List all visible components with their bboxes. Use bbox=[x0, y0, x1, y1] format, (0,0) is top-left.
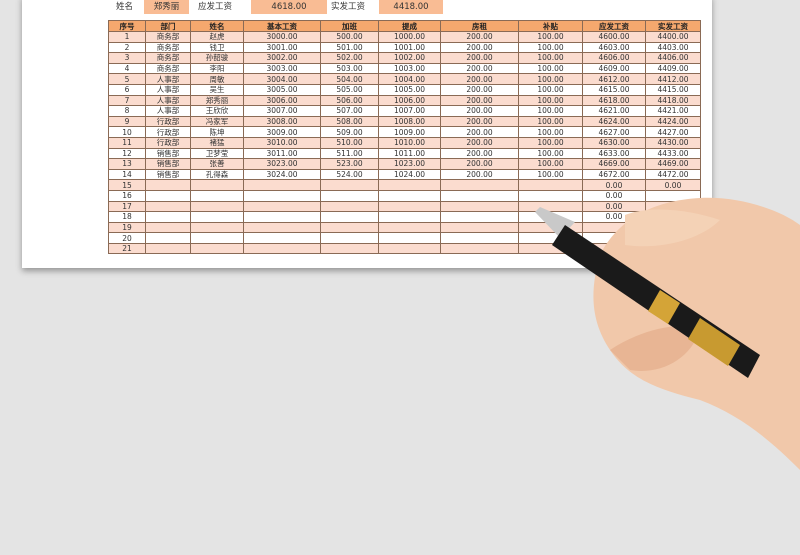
table-row: 16 0.00 bbox=[108, 189, 701, 202]
column-header[interactable]: 部门 bbox=[145, 20, 191, 32]
table-row: 14 销售部 孔得森 3024.00 524.00 1024.00 200.00 100.00… bbox=[108, 168, 701, 181]
net-label: 实发工资 bbox=[331, 2, 366, 12]
column-header[interactable]: 序号 bbox=[108, 20, 146, 32]
column-header[interactable]: 应发工资 bbox=[582, 20, 646, 32]
column-header[interactable]: 实发工资 bbox=[645, 20, 701, 32]
name-value[interactable]: 郑秀丽 bbox=[144, 0, 189, 14]
gross-label: 应发工资 bbox=[198, 2, 233, 12]
column-header[interactable]: 加班 bbox=[320, 20, 379, 32]
table-row: 2 商务部 钱卫 3001.00 501.00 1001.00 200.00 100.00 46… bbox=[108, 41, 701, 54]
table-row: 3 商务部 孙韶骏 3002.00 502.00 1002.00 200.00 100.00 4… bbox=[108, 52, 701, 64]
column-header[interactable]: 房租 bbox=[440, 20, 519, 32]
table-row: 7 人事部 郑秀丽 3006.00 506.00 1006.00 200.00 100.00 4… bbox=[108, 94, 701, 107]
salary-table: 序号 部门 姓名 基本工资 加班 提成 房租 补贴 应发工资 实发工资 1 商务部 赵虎 3000.00… bbox=[108, 20, 701, 255]
table-row: 10 行政部 陈坤 3009.00 509.00 1009.00 200.00 100.00 4… bbox=[108, 126, 701, 138]
table-row: 6 人事部 吴生 3005.00 505.00 1005.00 200.00 100.00 46… bbox=[108, 83, 701, 96]
name-label: 姓名 bbox=[116, 2, 134, 12]
net-value[interactable]: 4418.00 bbox=[379, 0, 443, 14]
table-row: 11 行政部 褚猛 3010.00 510.00 1010.00 200.00 100.00 4… bbox=[108, 136, 701, 149]
column-header[interactable]: 提成 bbox=[378, 20, 441, 32]
column-header[interactable]: 补贴 bbox=[518, 20, 583, 32]
header-row: 序号 部门 姓名 基本工资 加班 提成 房租 补贴 应发工资 实发工资 bbox=[108, 20, 701, 32]
table-row: 4 商务部 李阳 3003.00 503.00 1003.00 200.00 100.00 46… bbox=[108, 62, 701, 75]
table-row: 13 销售部 张善 3023.00 523.00 1023.00 200.00 100.00 4… bbox=[108, 158, 701, 170]
gross-value[interactable]: 4618.00 bbox=[251, 0, 327, 14]
table-row: 1 商务部 赵虎 3000.00 500.00 1000.00 200.00 100.00 46… bbox=[108, 31, 701, 43]
